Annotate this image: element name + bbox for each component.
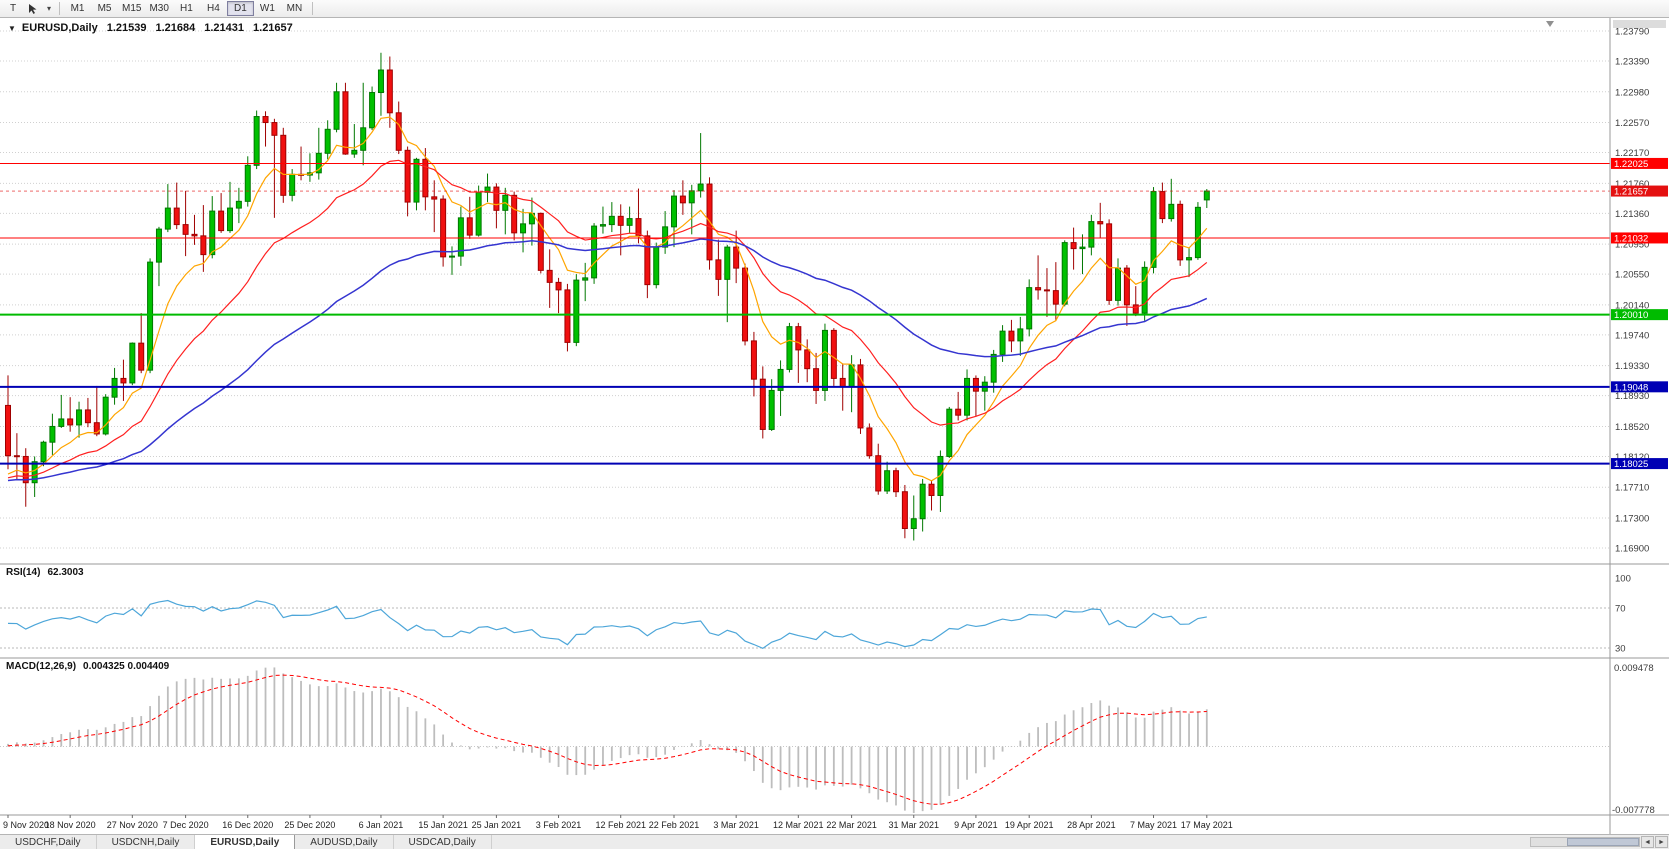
svg-text:1.22170: 1.22170	[1615, 148, 1649, 159]
top-toolbar: T ▾ M1 M5 M15 M30 H1 H4 D1 W1 MN	[0, 0, 1669, 18]
svg-text:3 Mar 2021: 3 Mar 2021	[713, 820, 759, 830]
svg-text:1.20550: 1.20550	[1615, 270, 1649, 281]
timeframe-h4-button[interactable]: H4	[200, 1, 227, 16]
svg-text:100: 100	[1615, 574, 1631, 585]
price-chart-canvas[interactable]: 1.23790 1.23390 1.22980 1.22570 1.22170 1.217…	[0, 18, 1669, 834]
svg-text:25 Dec 2020: 25 Dec 2020	[284, 820, 335, 830]
tab-scroll-left-icon[interactable]: ◄	[1641, 836, 1654, 848]
svg-text:18 Nov 2020: 18 Nov 2020	[45, 820, 96, 830]
tab-scrollbar: ◄ ►	[1530, 835, 1669, 849]
tab-scroll-thumb[interactable]	[1567, 838, 1639, 846]
svg-text:12 Feb 2021: 12 Feb 2021	[595, 820, 646, 830]
macd-signal-line	[7, 674, 1207, 805]
tab-scroll-track[interactable]	[1530, 837, 1640, 847]
svg-text:1.21657: 1.21657	[1614, 187, 1648, 198]
svg-text:9 Nov 2020: 9 Nov 2020	[3, 820, 49, 830]
macd-histogram	[7, 667, 1208, 814]
rsi-line	[7, 599, 1207, 650]
toolbar-separator	[59, 2, 61, 15]
tool-dropdown-caret-icon[interactable]: ▾	[43, 1, 55, 16]
tab-eurusd-daily[interactable]: EURUSD,Daily	[195, 835, 296, 849]
svg-text:3 Feb 2021: 3 Feb 2021	[536, 820, 582, 830]
svg-text:22 Mar 2021: 22 Mar 2021	[826, 820, 877, 830]
timeframe-d1-button[interactable]: D1	[226, 1, 254, 16]
timeframe-m15-button[interactable]: M15	[118, 1, 145, 16]
svg-text:9 Apr 2021: 9 Apr 2021	[954, 820, 998, 830]
chart-tab-bar: USDCHF,Daily USDCNH,Daily EURUSD,Daily A…	[0, 834, 1669, 849]
current-price-label: 1.21657	[1611, 185, 1668, 198]
chart-shift-marker-icon[interactable]	[1546, 21, 1554, 27]
svg-text:1.21760: 1.21760	[1615, 179, 1649, 190]
svg-text:1.22570: 1.22570	[1615, 118, 1649, 129]
svg-text:1.22025: 1.22025	[1614, 159, 1648, 170]
svg-text:1.23790: 1.23790	[1615, 27, 1649, 38]
svg-text:16 Dec 2020: 16 Dec 2020	[222, 820, 273, 830]
timeframe-m5-button[interactable]: M5	[91, 1, 118, 16]
svg-text:1.18025: 1.18025	[1614, 459, 1648, 470]
ma-fast-line	[7, 116, 1208, 482]
svg-text:1.18120: 1.18120	[1615, 452, 1649, 463]
svg-text:22 Feb 2021: 22 Feb 2021	[649, 820, 700, 830]
horizontal-lines[interactable]: 1.22025 1.21032 1.20010 1.19048 1.18025	[0, 157, 1668, 470]
svg-text:1.22980: 1.22980	[1615, 87, 1649, 98]
svg-text:1.20010: 1.20010	[1614, 310, 1648, 321]
svg-text:31 Mar 2021: 31 Mar 2021	[888, 820, 939, 830]
tab-usdcad-daily[interactable]: USDCAD,Daily	[393, 835, 492, 849]
timeframe-m30-button[interactable]: M30	[145, 1, 172, 16]
svg-text:27 Nov 2020: 27 Nov 2020	[107, 820, 158, 830]
tab-scroll-right-icon[interactable]: ►	[1655, 836, 1668, 848]
svg-text:15 Jan 2021: 15 Jan 2021	[418, 820, 468, 830]
svg-text:12 Mar 2021: 12 Mar 2021	[773, 820, 824, 830]
svg-text:7 Dec 2020: 7 Dec 2020	[163, 820, 209, 830]
tab-usdchf-daily[interactable]: USDCHF,Daily	[0, 835, 97, 849]
svg-text:-0.007778: -0.007778	[1612, 805, 1655, 816]
cursor-tool-icon[interactable]	[23, 1, 43, 16]
svg-text:1.17710: 1.17710	[1615, 483, 1649, 494]
text-tool-button[interactable]: T	[3, 1, 23, 16]
svg-text:17 May 2021: 17 May 2021	[1181, 820, 1233, 830]
svg-text:28 Apr 2021: 28 Apr 2021	[1067, 820, 1116, 830]
timeframe-mn-button[interactable]: MN	[281, 1, 308, 16]
ma-slow-line	[7, 238, 1208, 482]
tab-audusd-daily[interactable]: AUDUSD,Daily	[295, 835, 394, 849]
price-axis-labels: 1.23790 1.23390 1.22980 1.22570 1.22170 1.217…	[1615, 27, 1649, 555]
timeframe-h1-button[interactable]: H1	[173, 1, 200, 16]
macd-axis-labels: 0.009478 -0.007778	[1612, 663, 1655, 816]
svg-text:1.16900: 1.16900	[1615, 544, 1649, 555]
timeframe-w1-button[interactable]: W1	[254, 1, 281, 16]
svg-text:19 Apr 2021: 19 Apr 2021	[1005, 820, 1054, 830]
svg-text:1.18930: 1.18930	[1615, 391, 1649, 402]
ma-mid-line	[7, 159, 1208, 479]
price-axis-corner	[1613, 20, 1666, 28]
svg-text:1.17300: 1.17300	[1615, 513, 1649, 524]
cursor-arrow-icon	[29, 3, 37, 14]
svg-text:1.19330: 1.19330	[1615, 361, 1649, 372]
svg-text:1.20950: 1.20950	[1615, 240, 1649, 251]
svg-text:1.20140: 1.20140	[1615, 300, 1649, 311]
svg-text:30: 30	[1615, 644, 1626, 655]
svg-text:0.009478: 0.009478	[1614, 663, 1654, 674]
svg-text:1.21360: 1.21360	[1615, 209, 1649, 220]
svg-text:7 May 2021: 7 May 2021	[1130, 820, 1177, 830]
tab-usdcnh-daily[interactable]: USDCNH,Daily	[96, 835, 196, 849]
svg-text:1.18520: 1.18520	[1615, 422, 1649, 433]
svg-text:1.21032: 1.21032	[1614, 233, 1648, 244]
candlestick-series[interactable]	[5, 52, 1210, 541]
chart-area[interactable]: 1.23790 1.23390 1.22980 1.22570 1.22170 1.217…	[0, 18, 1669, 834]
svg-text:1.23390: 1.23390	[1615, 57, 1649, 68]
svg-text:1.19048: 1.19048	[1614, 382, 1648, 393]
rsi-levels: 100 70 30	[0, 574, 1631, 655]
svg-text:6 Jan 2021: 6 Jan 2021	[359, 820, 404, 830]
svg-text:25 Jan 2021: 25 Jan 2021	[472, 820, 522, 830]
svg-text:70: 70	[1615, 604, 1626, 615]
toolbar-separator	[311, 2, 313, 15]
svg-text:1.19740: 1.19740	[1615, 330, 1649, 341]
timeframe-m1-button[interactable]: M1	[64, 1, 91, 16]
